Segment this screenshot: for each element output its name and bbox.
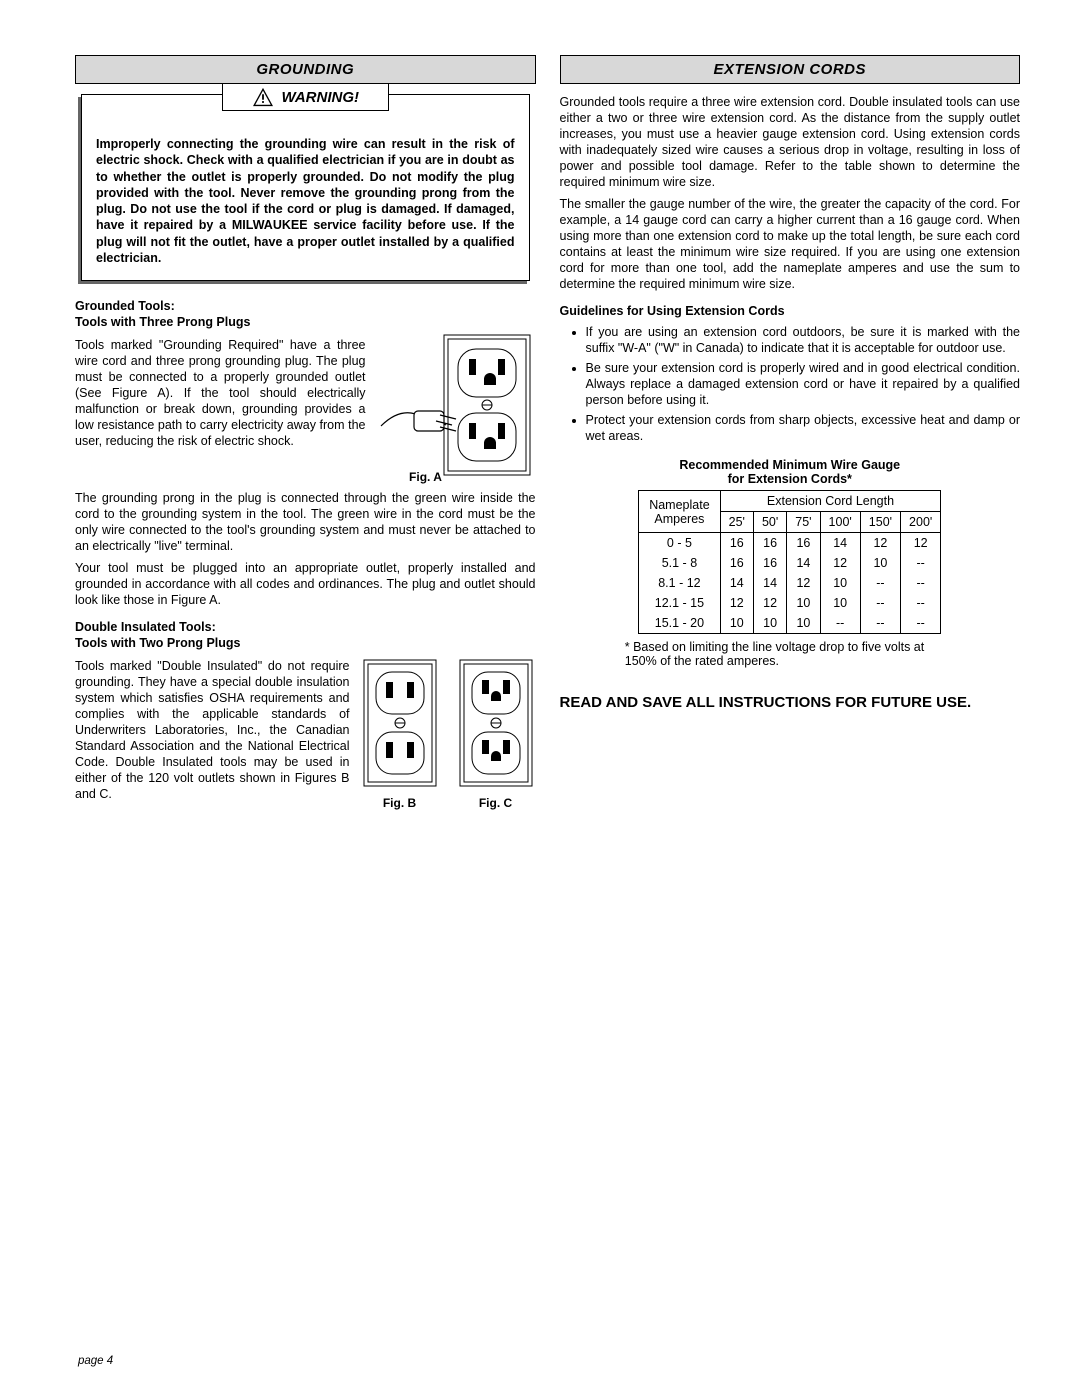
page-number: page 4 (78, 1355, 113, 1367)
length-header: 200' (901, 512, 941, 533)
gauge-cell: -- (860, 573, 900, 593)
table-title: Recommended Minimum Wire Gauge for Exten… (560, 458, 1021, 486)
gauge-cell: 10 (820, 593, 860, 613)
grounded-p2: The grounding prong in the plug is conne… (75, 490, 536, 554)
fig-a-wrap: Tools marked "Grounding Required" have a… (75, 331, 536, 484)
ext-p1: Grounded tools require a three wire exte… (560, 94, 1021, 190)
gauge-cell: 16 (720, 553, 753, 573)
length-header: 75' (787, 512, 820, 533)
guidelines-head: Guidelines for Using Extension Cords (560, 304, 1021, 318)
fig-a-side: Fig. A (376, 331, 536, 484)
gauge-cell: 16 (720, 533, 753, 554)
gauge-cell: 10 (860, 553, 900, 573)
fig-c-label: Fig. C (456, 796, 536, 810)
gauge-cell: 14 (720, 573, 753, 593)
gauge-cell: 12 (787, 573, 820, 593)
gauge-cell: 16 (787, 533, 820, 554)
grounded-head2: Tools with Three Prong Plugs (75, 315, 536, 329)
warning-word: WARNING! (282, 89, 360, 106)
gauge-cell: 14 (820, 533, 860, 554)
ext-p2: The smaller the gauge number of the wire… (560, 196, 1021, 292)
double-p1: Tools marked "Double Insulated" do not r… (75, 658, 350, 802)
gauge-cell: 10 (753, 613, 786, 634)
grounded-p3: Your tool must be plugged into an approp… (75, 560, 536, 608)
right-column: EXTENSION CORDS Grounded tools require a… (560, 55, 1021, 810)
fig-bc-wrap: Tools marked "Double Insulated" do not r… (75, 652, 536, 810)
gauge-cell: 10 (820, 573, 860, 593)
gauge-cell: 12 (753, 593, 786, 613)
gauge-cell: 10 (787, 593, 820, 613)
length-header: 150' (860, 512, 900, 533)
warning-label: WARNING! (222, 83, 389, 111)
length-header: 50' (753, 512, 786, 533)
fig-a-svg (376, 331, 536, 486)
grounding-header: GROUNDING (75, 55, 536, 84)
gauge-cell: 10 (787, 613, 820, 634)
amps-cell: 12.1 - 15 (639, 593, 720, 613)
gauge-cell: 14 (787, 553, 820, 573)
bullet-2: Be sure your extension cord is properly … (586, 360, 1021, 408)
gauge-cell: 16 (753, 553, 786, 573)
fig-bc-side: Fig. B (360, 652, 536, 810)
fig-c: Fig. C (456, 656, 536, 810)
warning-box: WARNING! Improperly connecting the groun… (81, 94, 530, 281)
gauge-cell: -- (901, 573, 941, 593)
gauge-cell: 16 (753, 533, 786, 554)
gauge-cell: -- (901, 553, 941, 573)
fig-b: Fig. B (360, 656, 440, 810)
warning-text: Improperly connecting the grounding wire… (96, 136, 515, 266)
fig-b-label: Fig. B (360, 796, 440, 810)
gauge-cell: -- (901, 613, 941, 634)
amps-cell: 8.1 - 12 (639, 573, 720, 593)
wire-gauge-table: Nameplate Amperes Extension Cord Length … (638, 490, 941, 634)
gauge-cell: -- (860, 613, 900, 634)
two-columns: GROUNDING WARNING! Improperly connecting… (75, 55, 1020, 810)
gauge-cell: 12 (720, 593, 753, 613)
gauge-cell: -- (901, 593, 941, 613)
gauge-cell: 12 (901, 533, 941, 554)
grounded-head1: Grounded Tools: (75, 299, 536, 313)
final-instruction: READ AND SAVE ALL INSTRUCTIONS FOR FUTUR… (560, 694, 1021, 711)
gauge-cell: -- (860, 593, 900, 613)
length-header: 100' (820, 512, 860, 533)
bullet-1: If you are using an extension cord outdo… (586, 324, 1021, 356)
gauge-cell: 10 (720, 613, 753, 634)
gauge-cell: -- (820, 613, 860, 634)
double-head2: Tools with Two Prong Plugs (75, 636, 536, 650)
amps-cell: 5.1 - 8 (639, 553, 720, 573)
bullet-3: Protect your extension cords from sharp … (586, 412, 1021, 444)
gauge-cell: 12 (860, 533, 900, 554)
gauge-cell: 12 (820, 553, 860, 573)
guidelines-list: If you are using an extension cord outdo… (560, 324, 1021, 444)
gauge-cell: 14 (753, 573, 786, 593)
extension-header: EXTENSION CORDS (560, 55, 1021, 84)
warning-icon (252, 87, 274, 107)
grounded-p1: Tools marked "Grounding Required" have a… (75, 337, 366, 449)
double-head1: Double Insulated Tools: (75, 620, 536, 634)
page: GROUNDING WARNING! Improperly connecting… (0, 0, 1080, 1397)
amps-cell: 0 - 5 (639, 533, 720, 554)
length-header: 25' (720, 512, 753, 533)
table-note: * Based on limiting the line voltage dro… (625, 640, 955, 668)
left-column: GROUNDING WARNING! Improperly connecting… (75, 55, 536, 810)
amps-cell: 15.1 - 20 (639, 613, 720, 634)
